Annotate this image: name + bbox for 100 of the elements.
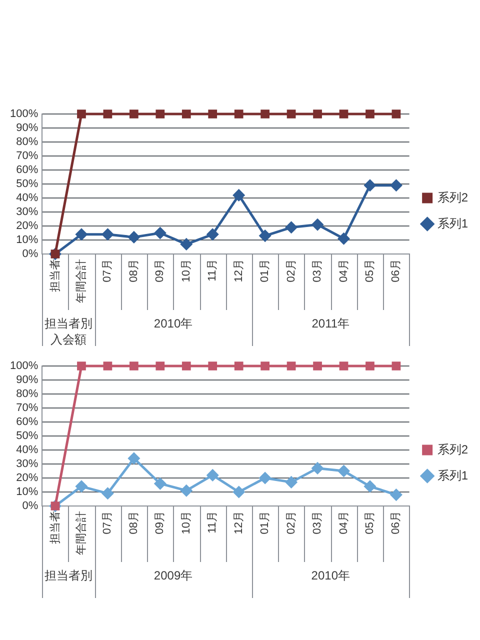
text: 担当者別入会額: [44, 316, 92, 346]
x-tick-label: 02月: [285, 259, 298, 282]
point: [103, 110, 112, 118]
y-tick-label: 20%: [16, 220, 38, 232]
x-tick-label: 10月: [180, 259, 192, 282]
point: [130, 362, 138, 370]
legend-label: 系列2: [437, 190, 468, 204]
point: [338, 232, 350, 244]
text: 担当者別: [44, 568, 92, 582]
x-tick-label: 05月: [364, 259, 376, 282]
point: [286, 222, 298, 234]
point: [180, 238, 192, 250]
x-tick-label: 担当者: [48, 259, 62, 292]
y-tick-label: 60%: [16, 164, 38, 176]
text: 2009年: [154, 568, 193, 582]
y-tick-label: 100%: [10, 108, 38, 120]
legend-label: 系列1: [437, 216, 468, 230]
point: [286, 476, 298, 488]
point: [102, 488, 114, 500]
x-tick-label: 07月: [102, 511, 114, 534]
x-tick-label: 01月: [259, 259, 272, 282]
y-tick-label: 40%: [16, 444, 38, 456]
x-tick-label: 07月: [102, 259, 114, 282]
point: [259, 472, 271, 484]
y-tick-label: 50%: [16, 178, 38, 190]
point: [259, 230, 271, 242]
point: [208, 362, 218, 370]
text: 2011年: [312, 316, 350, 330]
point: [312, 462, 324, 474]
y-tick-label: 80%: [16, 136, 38, 148]
point: [234, 362, 244, 370]
x-tick-label: 06月: [390, 259, 402, 282]
x-tick-label: 08月: [128, 511, 140, 534]
point: [233, 189, 245, 201]
point: [156, 110, 165, 118]
point: [390, 489, 402, 501]
point: [339, 110, 348, 118]
y-tick-label: 40%: [16, 192, 38, 204]
y-tick-label: 30%: [16, 206, 38, 218]
x-tick-label: 06月: [390, 511, 402, 534]
point: [364, 180, 376, 192]
y-tick-label: 70%: [16, 150, 38, 162]
point: [154, 227, 166, 239]
point: [128, 231, 140, 243]
point: [77, 110, 86, 118]
x-tick-label: 担当者: [48, 511, 62, 544]
y-tick-label: 100%: [10, 360, 38, 372]
x-tick-label: 11月: [206, 511, 219, 534]
y-tick-label: 80%: [16, 388, 38, 400]
y-tick-label: 30%: [16, 458, 38, 470]
x-tick-label: 12月: [232, 511, 245, 534]
point: [206, 228, 218, 240]
x-tick-label: 02月: [285, 511, 298, 534]
y-tick-label: 0%: [22, 248, 38, 260]
x-tick-label: 04月: [338, 511, 350, 534]
point: [392, 362, 401, 370]
point: [338, 465, 350, 477]
y-tick-label: 0%: [22, 500, 38, 512]
point: [102, 228, 114, 240]
point: [182, 362, 191, 370]
y-tick-label: 10%: [16, 234, 38, 246]
point: [128, 452, 140, 464]
point: [233, 486, 245, 498]
point: [154, 478, 166, 490]
point: [76, 480, 88, 492]
x-tick-label: 01月: [259, 511, 272, 534]
x-tick-label: 10月: [180, 511, 192, 534]
point: [234, 110, 244, 118]
point: [130, 110, 138, 118]
point: [313, 110, 322, 118]
point: [76, 228, 88, 240]
x-tick-label: 08月: [128, 259, 140, 282]
x-tick-label: 05月: [364, 511, 376, 534]
point: [366, 110, 374, 118]
point: [156, 362, 165, 370]
legend-label: 系列2: [437, 442, 468, 456]
point: [390, 180, 402, 192]
point: [313, 362, 322, 370]
point: [286, 110, 296, 118]
x-tick-label: 03月: [312, 259, 324, 282]
y-tick-label: 50%: [16, 430, 38, 442]
y-tick-label: 90%: [16, 374, 38, 386]
point: [312, 218, 324, 230]
point: [286, 362, 296, 370]
y-tick-label: 10%: [16, 486, 38, 498]
legend-label: 系列1: [437, 468, 468, 482]
point: [364, 480, 376, 492]
point: [208, 110, 218, 118]
x-tick-label: 11月: [206, 259, 219, 282]
point: [180, 484, 192, 496]
point: [339, 362, 348, 370]
y-tick-label: 20%: [16, 472, 38, 484]
point: [103, 362, 112, 370]
text: 2010年: [311, 568, 350, 582]
x-tick-label: 年間合計: [74, 259, 88, 303]
point: [260, 110, 270, 118]
x-tick-label: 年間合計: [74, 511, 88, 555]
y-tick-label: 70%: [16, 402, 38, 414]
point: [206, 469, 218, 481]
point: [182, 110, 191, 118]
